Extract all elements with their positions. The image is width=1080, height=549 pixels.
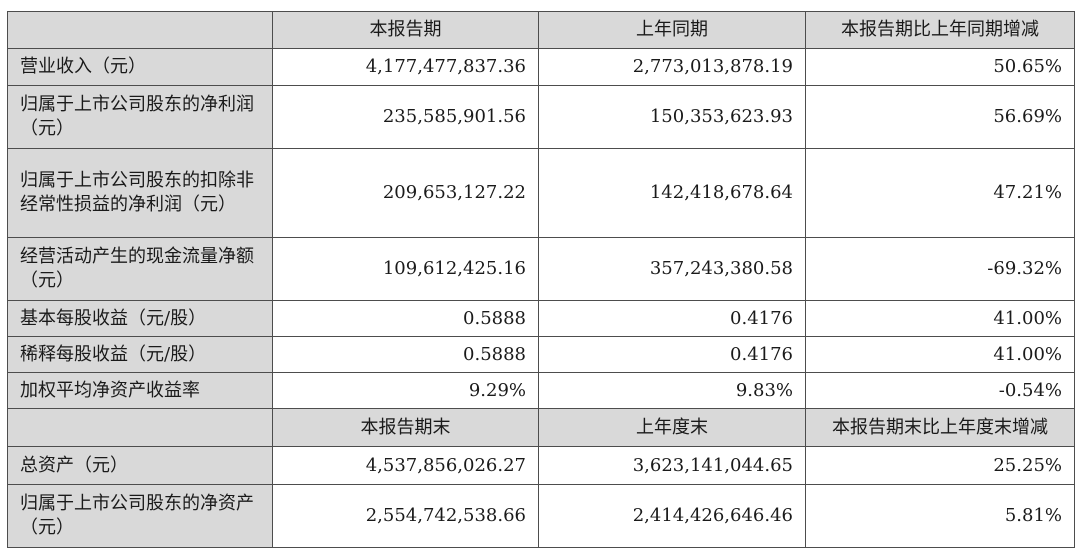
header-cell: 本报告期	[272, 11, 539, 49]
table-row: 总资产（元） 4,537,856,026.27 3,623,141,044.65 25…	[7, 446, 1075, 485]
row-label: 加权平均净资产收益率	[7, 372, 273, 409]
table-row: 加权平均净资产收益率 9.29% 9.83% -0.54%	[7, 372, 1075, 409]
prior-period-value: 357,243,380.58	[538, 237, 806, 301]
change-percent: 50.65%	[805, 48, 1075, 86]
row-label: 基本每股收益（元/股）	[7, 300, 273, 337]
row-label: 经营活动产生的现金流量净额（元）	[7, 237, 273, 301]
table-row: 稀释每股收益（元/股） 0.5888 0.4176 41.00%	[7, 336, 1075, 373]
header-cell	[7, 11, 273, 49]
financial-summary-table: 本报告期 上年同期 本报告期比上年同期增减 营业收入（元） 4,177,477,837.…	[7, 11, 1075, 548]
change-percent: 56.69%	[805, 85, 1075, 149]
table-row: 基本每股收益（元/股） 0.5888 0.4176 41.00%	[7, 300, 1075, 337]
current-period-value: 0.5888	[272, 336, 539, 373]
prior-period-value: 9.83%	[538, 372, 806, 409]
table-row: 归属于上市公司股东的净利润（元） 235,585,901.56 150,353,62…	[7, 85, 1075, 149]
change-percent: 25.25%	[805, 446, 1075, 485]
change-percent: -0.54%	[805, 372, 1075, 409]
row-label: 营业收入（元）	[7, 48, 273, 86]
prior-period-value: 142,418,678.64	[538, 148, 806, 238]
header-cell: 本报告期末	[272, 408, 539, 447]
header-cell: 本报告期末比上年度末增减	[805, 408, 1075, 447]
change-percent: 41.00%	[805, 300, 1075, 337]
header-row-period: 本报告期 上年同期 本报告期比上年同期增减	[7, 11, 1075, 49]
prior-period-value: 2,414,426,646.46	[538, 484, 806, 548]
current-period-value: 235,585,901.56	[272, 85, 539, 149]
current-period-value: 0.5888	[272, 300, 539, 337]
header-cell	[7, 408, 273, 447]
header-cell: 上年度末	[538, 408, 806, 447]
prior-period-value: 0.4176	[538, 336, 806, 373]
table-row: 经营活动产生的现金流量净额（元） 109,612,425.16 357,243,38…	[7, 237, 1075, 301]
prior-period-value: 2,773,013,878.19	[538, 48, 806, 86]
prior-period-value: 150,353,623.93	[538, 85, 806, 149]
header-cell: 本报告期比上年同期增减	[805, 11, 1075, 49]
prior-period-value: 3,623,141,044.65	[538, 446, 806, 485]
change-percent: 47.21%	[805, 148, 1075, 238]
row-label: 归属于上市公司股东的净利润（元）	[7, 85, 273, 149]
change-percent: 41.00%	[805, 336, 1075, 373]
header-row-period-end: 本报告期末 上年度末 本报告期末比上年度末增减	[7, 408, 1075, 447]
prior-period-value: 0.4176	[538, 300, 806, 337]
row-label: 稀释每股收益（元/股）	[7, 336, 273, 373]
row-label: 归属于上市公司股东的净资产（元）	[7, 484, 273, 548]
change-percent: 5.81%	[805, 484, 1075, 548]
current-period-value: 2,554,742,538.66	[272, 484, 539, 548]
table-row: 归属于上市公司股东的净资产（元） 2,554,742,538.66 2,414,42…	[7, 484, 1075, 548]
current-period-value: 209,653,127.22	[272, 148, 539, 238]
current-period-value: 4,537,856,026.27	[272, 446, 539, 485]
current-period-value: 109,612,425.16	[272, 237, 539, 301]
change-percent: -69.32%	[805, 237, 1075, 301]
header-cell: 上年同期	[538, 11, 806, 49]
row-label: 归属于上市公司股东的扣除非经常性损益的净利润（元）	[7, 148, 273, 238]
row-label: 总资产（元）	[7, 446, 273, 485]
table-row: 归属于上市公司股东的扣除非经常性损益的净利润（元） 209,653,127.22 1…	[7, 148, 1075, 238]
current-period-value: 4,177,477,837.36	[272, 48, 539, 86]
current-period-value: 9.29%	[272, 372, 539, 409]
table-row: 营业收入（元） 4,177,477,837.36 2,773,013,878.19 5…	[7, 48, 1075, 86]
